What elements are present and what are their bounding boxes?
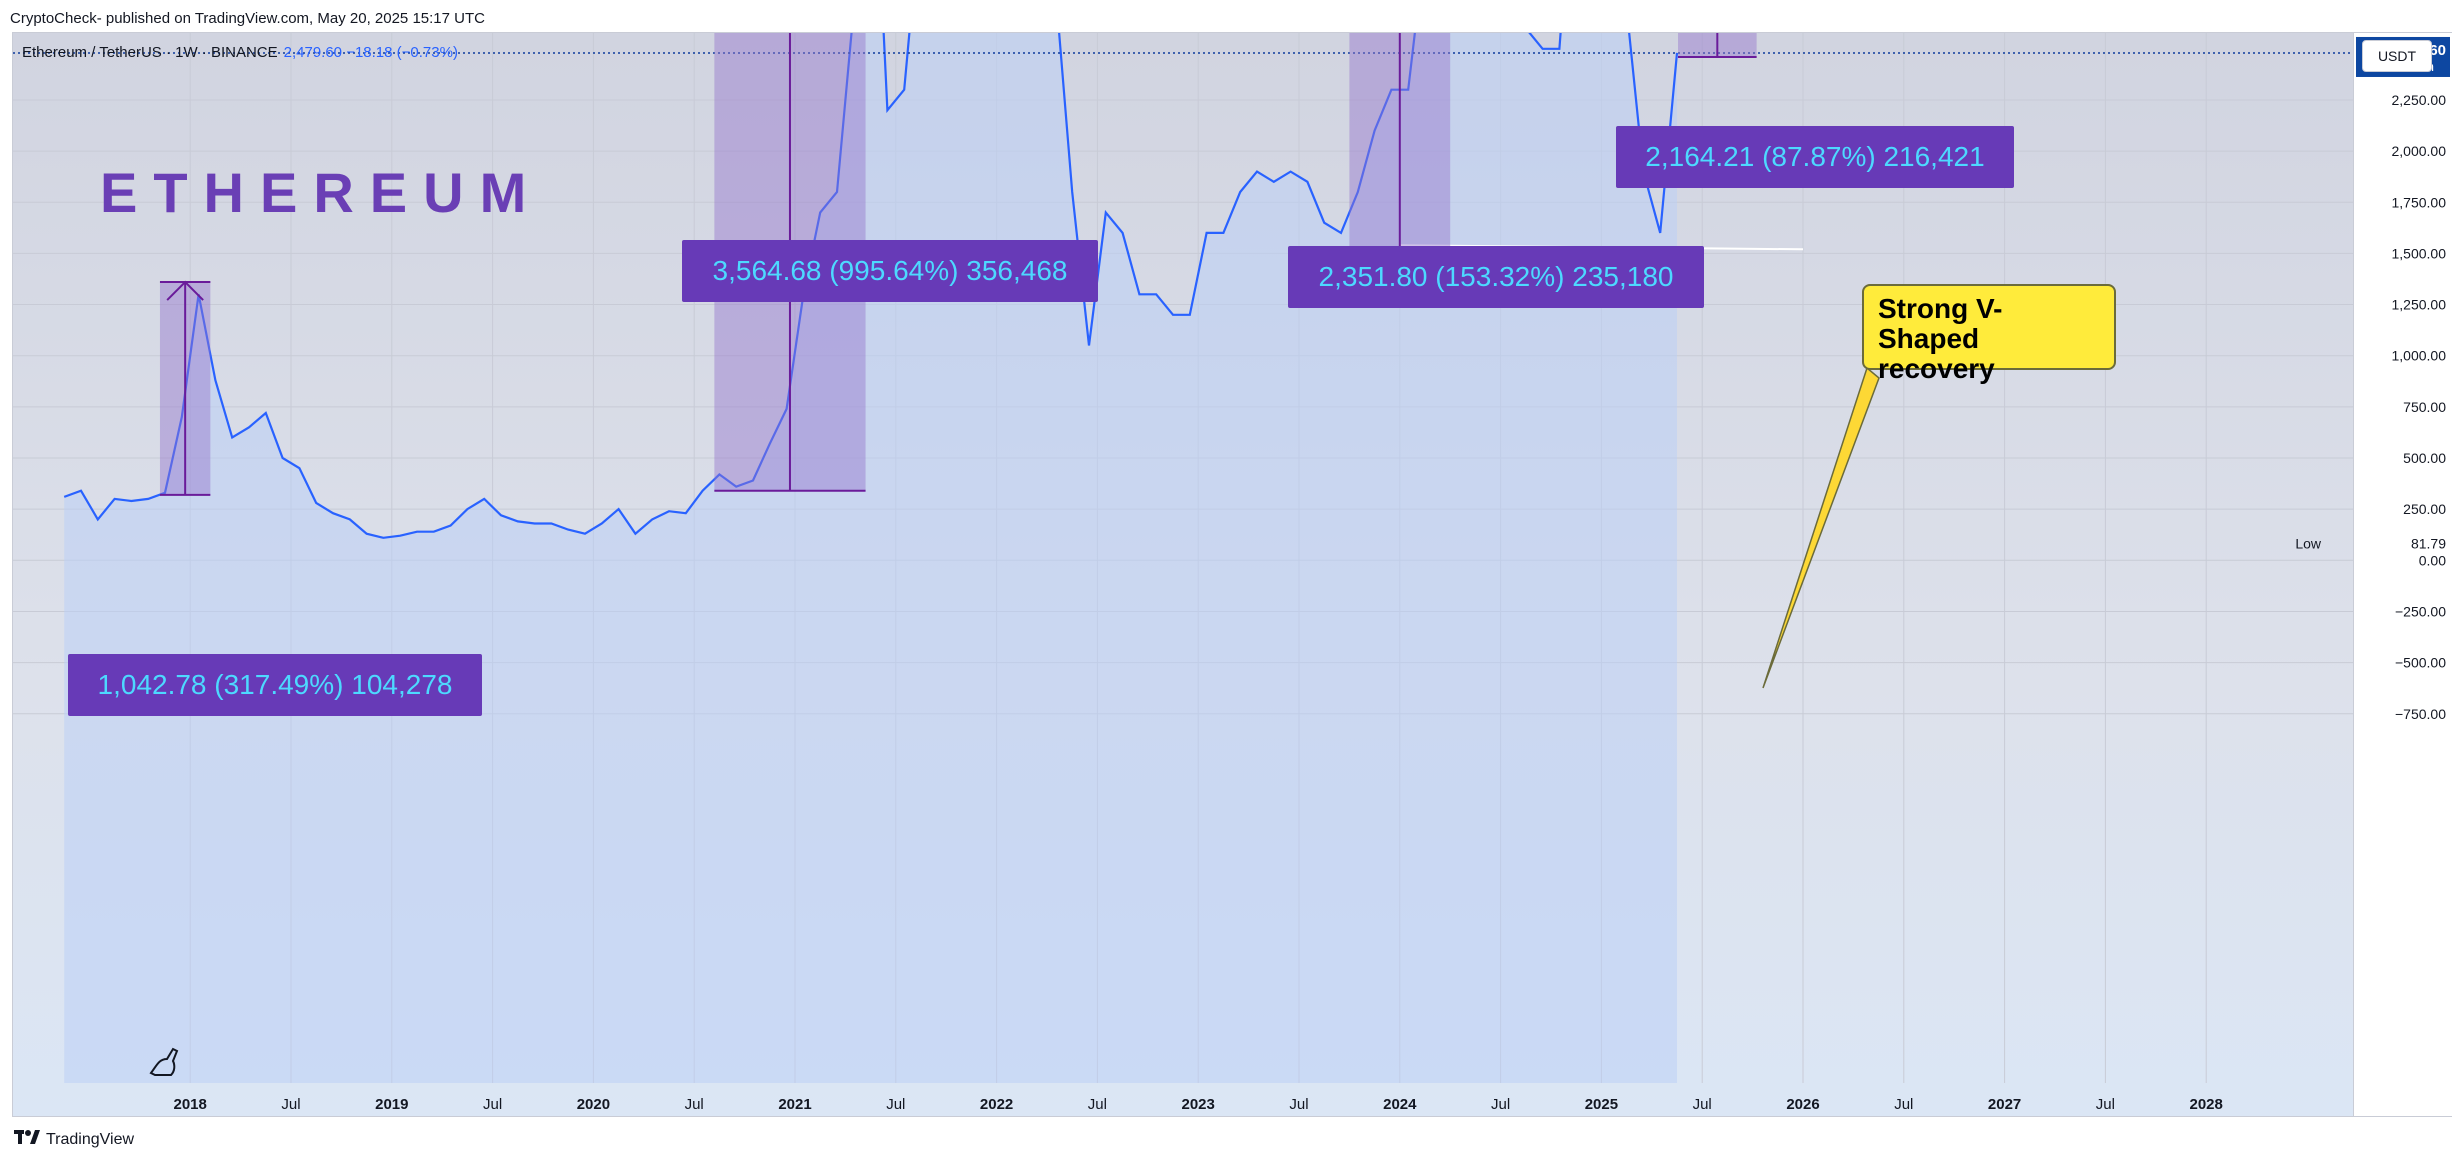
time-tick-label: Jul <box>886 1096 905 1113</box>
time-tick-label: Jul <box>2096 1096 2115 1113</box>
low-value: 81.79 <box>2411 536 2446 552</box>
ethereum-watermark: ETHEREUM <box>100 161 543 224</box>
price-chart[interactable]: 2018 Jul 2019 Jul 2020 Jul 2021 Jul 2022 Jul 2023 J… <box>13 33 2354 1117</box>
time-tick-label: Jul <box>483 1096 502 1113</box>
time-tick-label: 2020 <box>577 1096 610 1113</box>
symbol-price: 2,479.60 −18.18 (−0.73%) <box>283 44 458 61</box>
price-axis[interactable]: 5,250.005,000.004,750.004,500.004,250.00… <box>2354 0 2452 1117</box>
measure-arrow-head <box>166 280 204 301</box>
time-tick-label: 2018 <box>174 1096 207 1113</box>
time-tick-label: 2024 <box>1383 1096 1417 1113</box>
price-tick-label: 500.00 <box>2403 450 2446 466</box>
time-tick-label: Jul <box>1894 1096 1913 1113</box>
currency-unit-button[interactable]: USDT <box>2362 40 2432 72</box>
chart-pane[interactable]: 2018 Jul 2019 Jul 2020 Jul 2021 Jul 2022 Jul 2023 J… <box>12 32 2354 1117</box>
tradingview-brand: TradingView <box>46 1130 135 1148</box>
price-tick-label: 1,000.00 <box>2392 348 2447 364</box>
price-tick-label: 0.00 <box>2419 552 2446 568</box>
low-label: Low <box>2295 536 2322 552</box>
time-tick-label: 2026 <box>1786 1096 1819 1113</box>
price-tick-label: 750.00 <box>2403 399 2446 415</box>
price-tick-label: 1,250.00 <box>2392 297 2447 313</box>
time-tick-label: Jul <box>1289 1096 1308 1113</box>
price-area <box>64 33 1677 1083</box>
time-tick-label: 2019 <box>375 1096 408 1113</box>
callout-2025: 2,164.21 (87.87%) 216,421 <box>1616 126 2014 188</box>
symbol-legend[interactable]: Ethereum / TetherUS · 1W · BINANCE 2,479.… <box>22 44 458 61</box>
tradingview-logo-icon <box>14 1130 40 1149</box>
callout-2024: 2,351.80 (153.32%) 235,180 <box>1288 246 1704 308</box>
price-tick-label: −250.00 <box>2395 603 2446 619</box>
price-tick-label: 2,000.00 <box>2392 143 2447 159</box>
note-pointer <box>1762 366 1880 689</box>
price-tick-label: 1,500.00 <box>2392 245 2447 261</box>
price-tick-label: 250.00 <box>2403 501 2446 517</box>
note-line-1: Strong V-Shaped <box>1878 293 2003 354</box>
callout-2021: 3,564.68 (995.64%) 356,468 <box>682 240 1098 302</box>
callout-2017: 1,042.78 (317.49%) 104,278 <box>68 654 482 716</box>
time-tick-label: 2023 <box>1182 1096 1215 1113</box>
price-tick-label: −500.00 <box>2395 655 2446 671</box>
published-line: CryptoCheck- published on TradingView.co… <box>10 10 485 27</box>
time-tick-label: 2022 <box>980 1096 1013 1113</box>
time-tick-label: 2021 <box>778 1096 811 1113</box>
time-tick-label: 2028 <box>2190 1096 2223 1113</box>
dino-icon <box>149 1047 179 1076</box>
symbol-label: Ethereum / TetherUS · 1W · BINANCE <box>22 44 278 61</box>
time-tick-label: Jul <box>1491 1096 1510 1113</box>
price-axis-ticks: 5,250.005,000.004,750.004,500.004,250.00… <box>2356 0 2450 722</box>
time-tick-label: Jul <box>281 1096 300 1113</box>
time-tick-label: 2027 <box>1988 1096 2021 1113</box>
v-shaped-note: Strong V-Shaped recovery <box>1862 284 2116 384</box>
time-tick-label: Jul <box>685 1096 704 1113</box>
time-tick-label: Jul <box>1088 1096 1107 1113</box>
low-value-bg <box>2356 533 2450 554</box>
time-tick-label: 2025 <box>1585 1096 1618 1113</box>
tradingview-footer[interactable]: TradingView <box>14 1130 134 1149</box>
price-line <box>63 33 1679 539</box>
price-tick-label: −750.00 <box>2395 706 2446 722</box>
price-tick-label: 2,250.00 <box>2392 92 2447 108</box>
price-tick-label: 1,750.00 <box>2392 194 2447 210</box>
time-tick-label: Jul <box>1693 1096 1712 1113</box>
note-line-2: recovery <box>1878 353 1995 384</box>
